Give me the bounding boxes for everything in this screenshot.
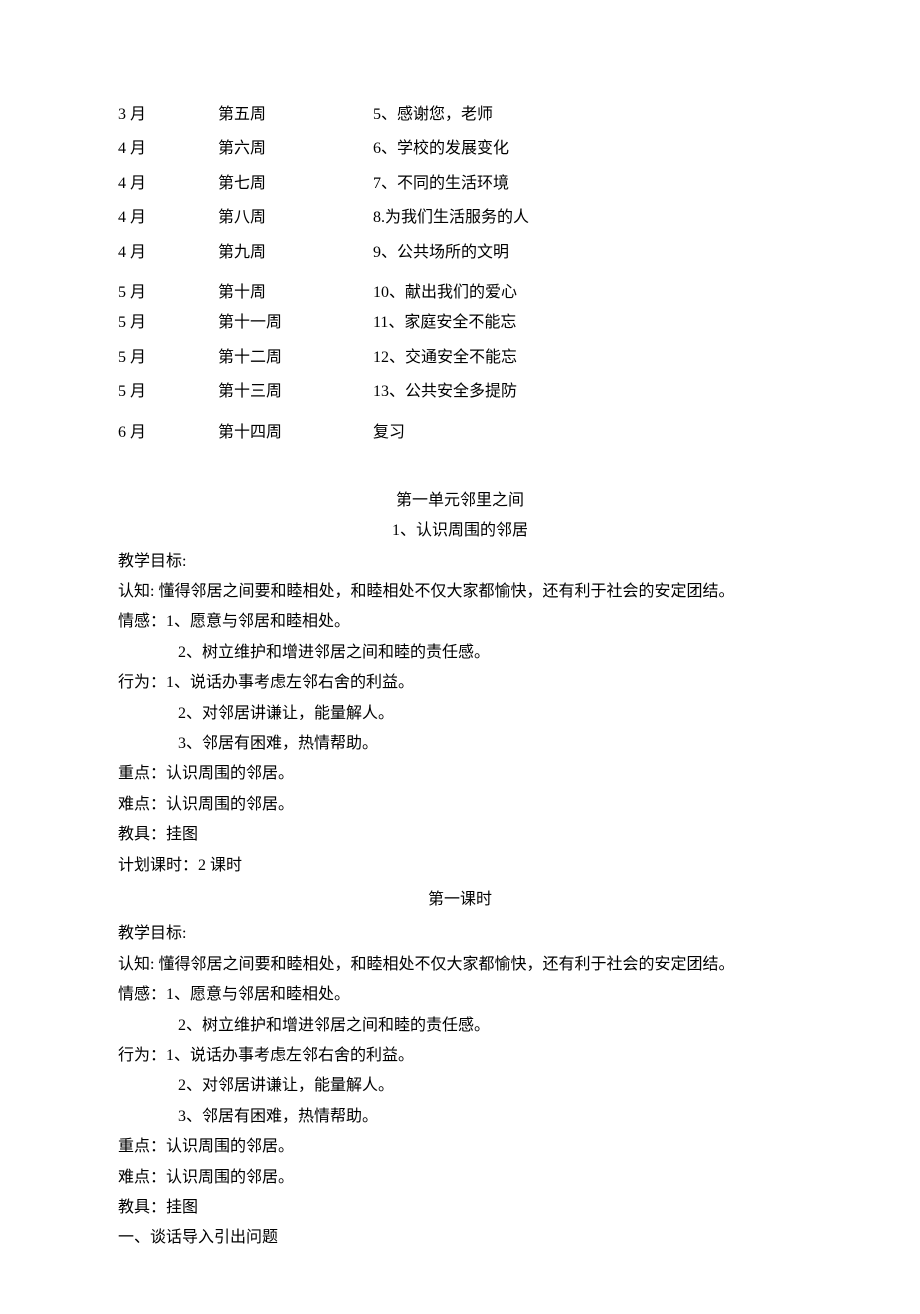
qinggan-2b: 2、树立维护和增进邻居之间和睦的责任感。 bbox=[118, 1011, 802, 1041]
xingwei-2b: 2、对邻居讲谦让，能量解人。 bbox=[118, 1071, 802, 1101]
schedule-row: 4 月 第六周 6、学校的发展变化 bbox=[118, 134, 802, 164]
schedule-week: 第五周 bbox=[218, 100, 373, 130]
schedule-month: 5 月 bbox=[118, 308, 218, 338]
schedule-month: 5 月 bbox=[118, 343, 218, 373]
jiaoju: 教具：挂图 bbox=[118, 820, 802, 850]
schedule-week: 第六周 bbox=[218, 134, 373, 164]
schedule-row: 3 月 第五周 5、感谢您，老师 bbox=[118, 100, 802, 130]
schedule-month: 4 月 bbox=[118, 203, 218, 233]
qinggan-1b: 情感：1、愿意与邻居和睦相处。 bbox=[118, 980, 802, 1010]
schedule-topic: 复习 bbox=[373, 418, 802, 448]
jiaoju-2: 教具：挂图 bbox=[118, 1193, 802, 1223]
schedule-week: 第十二周 bbox=[218, 343, 373, 373]
qinggan-2: 2、树立维护和增进邻居之间和睦的责任感。 bbox=[118, 638, 802, 668]
schedule-week: 第七周 bbox=[218, 169, 373, 199]
unit-title: 第一单元邻里之间 bbox=[118, 486, 802, 516]
schedule-week: 第十一周 bbox=[218, 308, 373, 338]
schedule-topic: 12、交通安全不能忘 bbox=[373, 343, 802, 373]
xingwei-3b: 3、邻居有困难，热情帮助。 bbox=[118, 1102, 802, 1132]
schedule-month: 6 月 bbox=[118, 418, 218, 448]
xingwei-3: 3、邻居有困难，热情帮助。 bbox=[118, 729, 802, 759]
qinggan-1: 情感：1、愿意与邻居和睦相处。 bbox=[118, 607, 802, 637]
nandian-2: 难点：认识周围的邻居。 bbox=[118, 1163, 802, 1193]
schedule-month: 4 月 bbox=[118, 238, 218, 268]
schedule-row: 5 月 第十一周 11、家庭安全不能忘 bbox=[118, 308, 802, 338]
schedule-row: 4 月 第八周 8.为我们生活服务的人 bbox=[118, 203, 802, 233]
schedule-row: 4 月 第九周 9、公共场所的文明 bbox=[118, 238, 802, 268]
schedule-topic: 13、公共安全多提防 bbox=[373, 377, 802, 407]
schedule-table: 3 月 第五周 5、感谢您，老师 4 月 第六周 6、学校的发展变化 4 月 第… bbox=[118, 100, 802, 448]
document-page: 3 月 第五周 5、感谢您，老师 4 月 第六周 6、学校的发展变化 4 月 第… bbox=[0, 0, 920, 1314]
schedule-week: 第八周 bbox=[218, 203, 373, 233]
zhongdian: 重点：认识周围的邻居。 bbox=[118, 759, 802, 789]
xingwei-2: 2、对邻居讲谦让，能量解人。 bbox=[118, 699, 802, 729]
schedule-topic: 9、公共场所的文明 bbox=[373, 238, 802, 268]
lesson1-title: 第一课时 bbox=[118, 885, 802, 915]
schedule-topic: 10、献出我们的爱心 bbox=[373, 278, 802, 308]
intro-heading: 一、谈话导入引出问题 bbox=[118, 1223, 802, 1253]
schedule-topic: 8.为我们生活服务的人 bbox=[373, 203, 802, 233]
schedule-topic: 6、学校的发展变化 bbox=[373, 134, 802, 164]
goal-label: 教学目标: bbox=[118, 547, 802, 577]
schedule-week: 第九周 bbox=[218, 238, 373, 268]
renzhi-text-2: 认知: 懂得邻居之间要和睦相处，和睦相处不仅大家都愉快，还有利于社会的安定团结。 bbox=[118, 950, 802, 980]
schedule-row: 5 月 第十周 10、献出我们的爱心 bbox=[118, 278, 802, 308]
schedule-week: 第十四周 bbox=[218, 418, 373, 448]
schedule-row: 6 月 第十四周 复习 bbox=[118, 418, 802, 448]
schedule-topic: 7、不同的生活环境 bbox=[373, 169, 802, 199]
schedule-month: 5 月 bbox=[118, 377, 218, 407]
schedule-month: 4 月 bbox=[118, 134, 218, 164]
nandian: 难点：认识周围的邻居。 bbox=[118, 790, 802, 820]
schedule-topic: 11、家庭安全不能忘 bbox=[373, 308, 802, 338]
schedule-month: 5 月 bbox=[118, 278, 218, 308]
schedule-week: 第十周 bbox=[218, 278, 373, 308]
lesson-title: 1、认识周围的邻居 bbox=[118, 516, 802, 546]
xingwei-1: 行为：1、说话办事考虑左邻右舍的利益。 bbox=[118, 668, 802, 698]
schedule-row: 5 月 第十二周 12、交通安全不能忘 bbox=[118, 343, 802, 373]
schedule-month: 4 月 bbox=[118, 169, 218, 199]
schedule-week: 第十三周 bbox=[218, 377, 373, 407]
schedule-month: 3 月 bbox=[118, 100, 218, 130]
schedule-row: 5 月 第十三周 13、公共安全多提防 bbox=[118, 377, 802, 407]
keshi: 计划课时：2 课时 bbox=[118, 851, 802, 881]
schedule-row: 4 月 第七周 7、不同的生活环境 bbox=[118, 169, 802, 199]
schedule-topic: 5、感谢您，老师 bbox=[373, 100, 802, 130]
goal-label-2: 教学目标: bbox=[118, 919, 802, 949]
zhongdian-2: 重点：认识周围的邻居。 bbox=[118, 1132, 802, 1162]
renzhi-text: 认知: 懂得邻居之间要和睦相处，和睦相处不仅大家都愉快，还有利于社会的安定团结。 bbox=[118, 577, 802, 607]
xingwei-1b: 行为：1、说话办事考虑左邻右舍的利益。 bbox=[118, 1041, 802, 1071]
